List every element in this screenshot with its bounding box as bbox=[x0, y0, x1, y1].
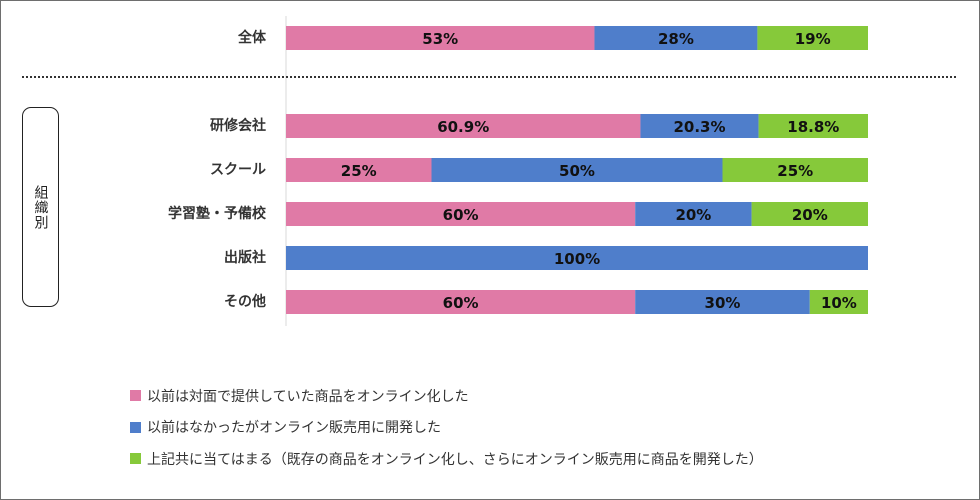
legend-label: 以前はなかったがオンライン販売用に開発した bbox=[147, 420, 441, 437]
bar-value-label: 60.9% bbox=[437, 118, 489, 136]
bar-value-label: 25% bbox=[341, 162, 377, 180]
bar-value-label: 28% bbox=[658, 30, 694, 48]
bar-segment bbox=[286, 246, 868, 270]
group-bracket: 組織別 bbox=[22, 107, 59, 307]
group-label: 組織別 bbox=[32, 184, 49, 230]
bar-value-label: 18.8% bbox=[787, 118, 839, 136]
bar-segment bbox=[286, 202, 636, 226]
bar-segment bbox=[286, 290, 636, 314]
bar-value-label: 19% bbox=[795, 30, 831, 48]
legend-swatch bbox=[130, 390, 141, 402]
legend-swatch bbox=[130, 453, 141, 465]
legend-item: 上記共に当てはまる（既存の商品をオンライン化し、さらにオンライン販売用に商品を開… bbox=[130, 443, 763, 475]
bar-segment bbox=[286, 26, 595, 50]
bar-value-label: 60% bbox=[443, 294, 479, 312]
legend: 以前は対面で提供していた商品をオンライン化した 以前はなかったがオンライン販売用に… bbox=[130, 380, 763, 475]
legend-swatch bbox=[130, 421, 141, 433]
legend-label: 上記共に当てはまる（既存の商品をオンライン化し、さらにオンライン販売用に商品を開… bbox=[147, 451, 763, 468]
bar-value-label: 50% bbox=[559, 162, 595, 180]
bar-segment bbox=[286, 158, 432, 182]
legend-label: 以前は対面で提供していた商品をオンライン化した bbox=[147, 388, 469, 405]
category-label: その他 bbox=[224, 293, 266, 310]
bar-segment bbox=[751, 202, 868, 226]
bar-value-label: 20% bbox=[675, 206, 711, 224]
legend-item: 以前は対面で提供していた商品をオンライン化した bbox=[130, 380, 763, 412]
category-label: スクール bbox=[210, 162, 266, 178]
category-label: 出版社 bbox=[224, 249, 266, 266]
bar-value-label: 30% bbox=[705, 294, 741, 312]
bar-value-label: 25% bbox=[777, 162, 813, 180]
bar-segment bbox=[431, 158, 723, 182]
category-label: 全体 bbox=[237, 29, 267, 46]
bar-value-label: 100% bbox=[554, 250, 600, 268]
bar-segment bbox=[758, 114, 868, 138]
bar-value-label: 10% bbox=[821, 294, 857, 312]
bar-value-label: 20% bbox=[792, 206, 828, 224]
bar-segment bbox=[722, 158, 868, 182]
bar-segment bbox=[640, 114, 759, 138]
category-label: 学習塾・予備校 bbox=[168, 205, 267, 222]
bar-value-label: 20.3% bbox=[673, 118, 725, 136]
legend-item: 以前はなかったがオンライン販売用に開発した bbox=[130, 412, 763, 444]
bar-segment bbox=[635, 202, 752, 226]
bar-segment bbox=[635, 290, 810, 314]
bar-value-label: 60% bbox=[443, 206, 479, 224]
bar-segment bbox=[757, 26, 868, 50]
bar-value-label: 53% bbox=[422, 30, 458, 48]
bars: 53% 28% 19% 60.9% 20.3% 18.8% 25% 50% 25% 60% 20% 2… bbox=[286, 26, 868, 314]
bar-segment bbox=[286, 114, 641, 138]
category-label: 研修会社 bbox=[210, 117, 266, 134]
bar-segment bbox=[594, 26, 758, 50]
bar-segment bbox=[809, 290, 868, 314]
